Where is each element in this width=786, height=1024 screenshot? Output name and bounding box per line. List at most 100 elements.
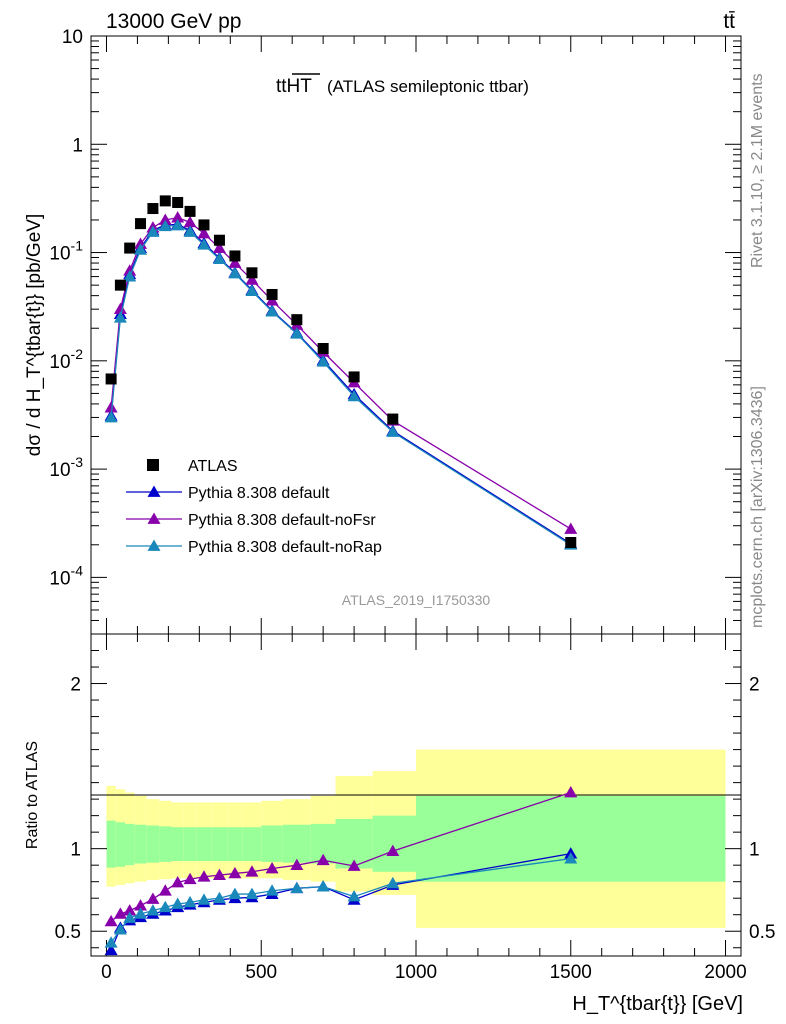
upper-series-point — [123, 270, 137, 282]
inner-uncertainty-band — [106, 820, 116, 868]
inner-uncertainty-band — [134, 824, 147, 864]
atlas-data-point — [387, 413, 399, 425]
process-label: tt̄ — [723, 10, 735, 33]
ratio-series-point — [104, 936, 118, 948]
ratio-series-point — [104, 943, 118, 956]
lower-y-tick-label: 1 — [70, 840, 81, 861]
upper-series-layer — [104, 195, 578, 550]
legend-marker — [147, 539, 161, 551]
plot-title-main: ttHT — [276, 76, 312, 97]
upper-series-point — [171, 218, 185, 231]
upper-series-point — [146, 225, 160, 237]
lower-y-tick-label: 2 — [70, 675, 81, 696]
upper-y-tick-label: 10-1 — [49, 238, 83, 265]
ratio-series-point — [290, 881, 304, 894]
ratio-series-point — [290, 858, 304, 871]
ratio-series-point — [197, 893, 211, 905]
ratio-series-point — [113, 923, 127, 935]
upper-series-point — [113, 302, 127, 315]
upper-series-point — [265, 305, 279, 317]
upper-panel: 10-4 10-3 10-2 10-1 1 10 dσ / d H_T^{tbar{t}}… — [24, 27, 742, 635]
upper-y-tick-label: 10-3 — [49, 454, 83, 481]
lower-y-axis-label: Ratio to ATLAS — [24, 741, 41, 849]
atlas-data-point — [172, 196, 184, 208]
inner-uncertainty-band — [261, 825, 283, 862]
x-tick-label: 0 — [101, 962, 112, 983]
ratio-series-point — [347, 859, 361, 871]
ratio-series-point — [265, 861, 279, 874]
legend-marker — [147, 459, 159, 471]
upper-series-point — [134, 243, 148, 255]
inner-uncertainty-band — [372, 815, 416, 872]
upper-y-tick-label: 1 — [72, 135, 83, 156]
upper-series-point — [197, 226, 211, 239]
upper-y-axis-label: dσ / d H_T^{tbar{t}} [pb/GeV] — [24, 214, 45, 456]
atlas-data-point — [198, 219, 210, 231]
legend-label: ATLAS — [188, 458, 238, 475]
ratio-series-point — [146, 892, 160, 904]
inner-uncertainty-band — [242, 827, 262, 862]
ratio-series-point — [104, 914, 118, 927]
ratio-series-point — [245, 865, 259, 877]
lower-frame — [90, 633, 742, 957]
upper-y-tick-label: 10 — [62, 27, 83, 48]
upper-series-point — [104, 410, 118, 423]
inner-uncertainty-band — [125, 823, 135, 866]
ratio-series-point — [183, 872, 197, 885]
x-axis-label: H_T^{tbar{t}} [GeV] — [572, 993, 743, 1015]
plot-title-sub: (ATLAS semileptonic ttbar) — [327, 77, 529, 96]
upper-series-line — [110, 223, 572, 545]
ratio-series-point — [171, 897, 185, 909]
upper-axis-ticks: 10-4 10-3 10-2 10-1 1 10 — [49, 27, 741, 635]
ratio-series-point — [123, 904, 137, 916]
ratio-series-point — [386, 844, 400, 857]
upper-series-point — [245, 273, 259, 285]
upper-series-point — [183, 215, 197, 228]
x-tick-label: 2000 — [704, 962, 746, 983]
ratio-series-point — [123, 911, 137, 923]
lower-y-tick-label-right: 0.5 — [749, 922, 775, 943]
ratio-series-point — [146, 904, 160, 916]
ratio-series-point — [212, 868, 226, 880]
upper-y-tick-label: 10-4 — [49, 562, 83, 589]
inner-uncertainty-band — [282, 824, 311, 863]
inner-uncertainty-band — [183, 827, 197, 862]
legend-label: Pythia 8.308 default-noRap — [188, 539, 382, 556]
upper-series-point — [183, 225, 197, 237]
upper-series-line — [110, 216, 572, 530]
upper-series-point — [290, 327, 304, 339]
lower-y-tick-label: 0.5 — [55, 922, 81, 943]
atlas-data-point — [348, 371, 360, 383]
upper-y-tick-label: 10-2 — [49, 346, 83, 373]
atlas-data-point — [291, 314, 303, 326]
upper-series-point — [197, 238, 211, 250]
ratio-series-point — [564, 786, 578, 798]
upper-series-point — [212, 241, 226, 253]
upper-series-line — [110, 224, 572, 546]
ratio-series-point — [386, 876, 400, 889]
atlas-data-point — [159, 195, 171, 207]
analysis-id: ATLAS_2019_I1750330 — [342, 592, 491, 608]
inner-uncertainty-band — [171, 827, 184, 862]
side-label-top: Rivet 3.1.10, ≥ 2.1M events — [749, 73, 766, 268]
ratio-series-point — [134, 899, 148, 911]
upper-series-point — [212, 252, 226, 264]
ratio-series-point — [197, 870, 211, 882]
upper-series-point — [171, 211, 185, 223]
atlas-data-point — [229, 250, 241, 262]
upper-series-point — [564, 522, 578, 534]
plot-title: ttHT (ATLAS semileptonic ttbar) — [276, 73, 529, 97]
legend-label: Pythia 8.308 default-noFsr — [188, 512, 376, 529]
side-label-bottom: mcplots.cern.ch [arXiv:1306.3436] — [749, 386, 766, 628]
atlas-data-point — [317, 342, 329, 354]
ratio-series-point — [212, 891, 226, 904]
ratio-series-point — [228, 887, 242, 899]
x-tick-label: 500 — [245, 962, 277, 983]
ratio-series-point — [228, 866, 242, 879]
atlas-data-point — [565, 536, 577, 548]
upper-series-point — [123, 264, 137, 276]
ratio-series-point — [158, 900, 172, 913]
upper-series-point — [386, 425, 400, 437]
